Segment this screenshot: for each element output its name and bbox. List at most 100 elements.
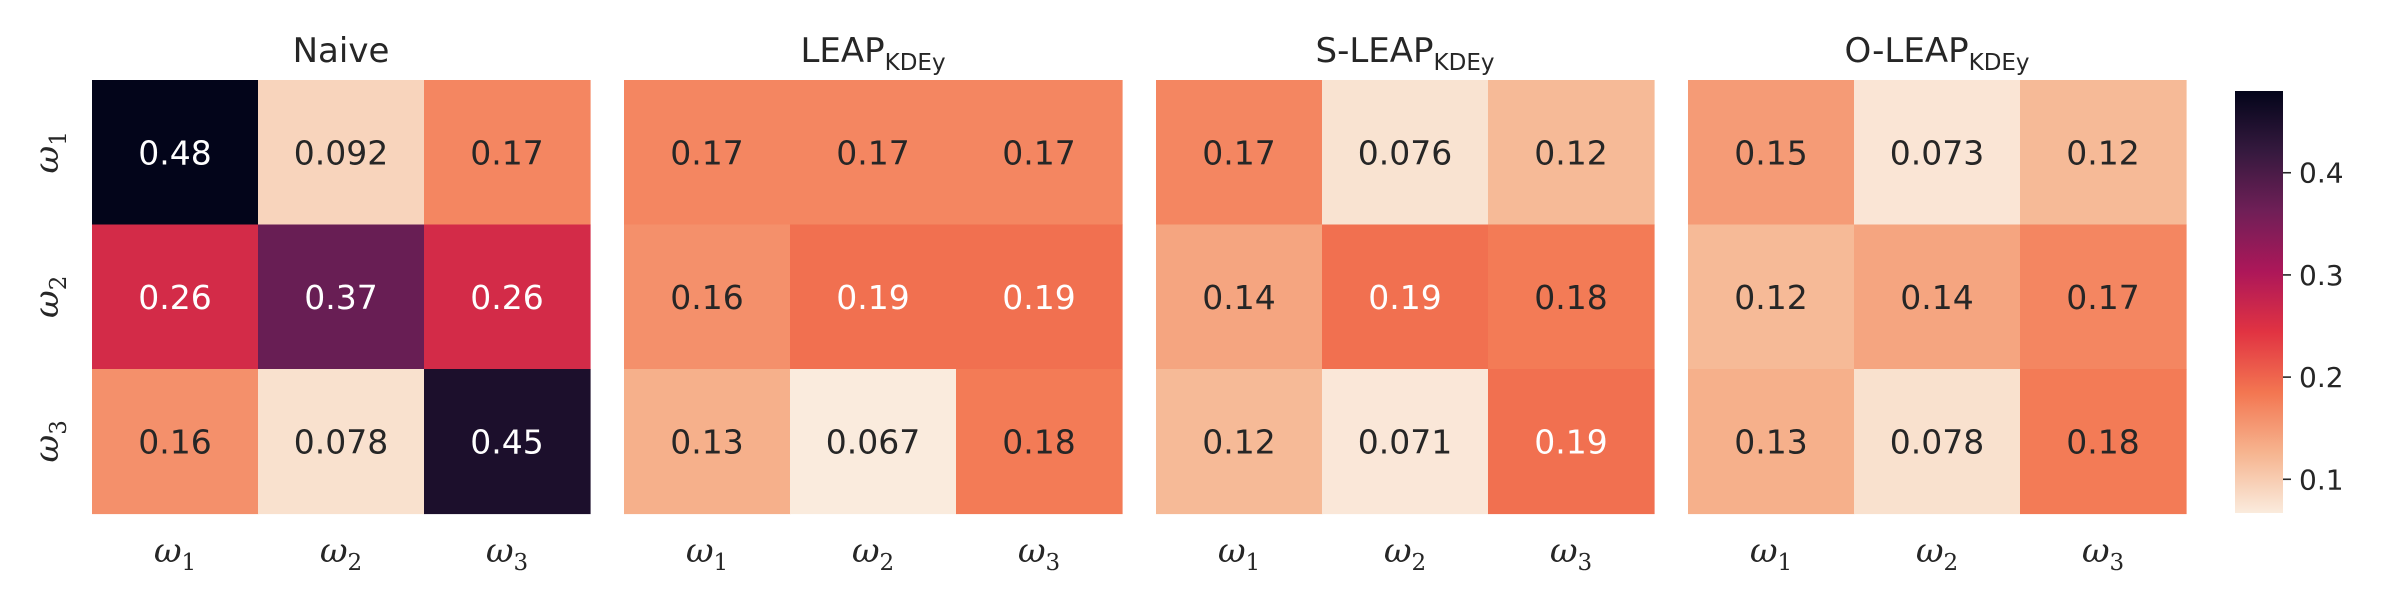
y-tick-label: ω1 (27, 131, 72, 173)
panel-title: O-LEAPKDEy (1844, 31, 2029, 76)
cell-value-label: 0.48 (138, 133, 211, 172)
cell-value-label: 0.19 (1534, 422, 1607, 461)
cell-value-label: 0.076 (1358, 133, 1452, 172)
cell-value-label: 0.16 (138, 422, 211, 461)
colorbar-tick-label: 0.4 (2299, 157, 2344, 190)
heatmap-cell (1854, 224, 2021, 370)
heatmap-cell (1156, 369, 1323, 515)
heatmap-cell (2020, 369, 2187, 515)
cell-value-label: 0.17 (670, 133, 743, 172)
cell-value-label: 0.14 (1202, 278, 1275, 317)
heatmap-cell (258, 224, 425, 370)
cell-value-label: 0.092 (294, 133, 388, 172)
cell-value-label: 0.14 (1900, 278, 1973, 317)
heatmap-cell (92, 369, 259, 515)
heatmap-cell (1156, 80, 1323, 226)
panel-title: LEAPKDEy (800, 31, 945, 76)
x-tick-label: ω1 (686, 531, 728, 576)
cell-value-label: 0.18 (1534, 278, 1607, 317)
heatmap-cell (956, 224, 1123, 370)
heatmap-panel: Naive 0.48 0.092 0.17 0.26 0.37 0.26 0.16 0.078 0… (27, 31, 591, 576)
x-tick-label: ω2 (320, 531, 362, 576)
cell-value-label: 0.17 (1002, 133, 1075, 172)
heatmap-cell (1488, 224, 1655, 370)
colorbar-tick-label: 0.2 (2299, 361, 2344, 394)
cell-value-label: 0.18 (2066, 422, 2139, 461)
colorbar-tick-label: 0.3 (2299, 259, 2344, 292)
heatmap-cell (790, 369, 957, 515)
heatmap-cell (624, 224, 791, 370)
heatmap-cell (1688, 369, 1855, 515)
cell-value-label: 0.19 (1368, 278, 1441, 317)
x-tick-label: ω2 (1384, 531, 1426, 576)
heatmap-panels: Naive 0.48 0.092 0.17 0.26 0.37 0.26 0.16 0.078 0… (27, 31, 2187, 576)
x-tick-label: ω1 (1750, 531, 1792, 576)
heatmap-cell (790, 224, 957, 370)
x-tick-label: ω2 (1916, 531, 1958, 576)
cell-value-label: 0.067 (826, 422, 920, 461)
heatmap-cell (624, 80, 791, 226)
cell-value-label: 0.078 (1890, 422, 1984, 461)
colorbar-tick-label: 0.1 (2299, 463, 2344, 496)
cell-value-label: 0.17 (2066, 278, 2139, 317)
cell-value-label: 0.18 (1002, 422, 1075, 461)
heatmap-cell (92, 224, 259, 370)
heatmap-cell (1322, 224, 1489, 370)
cell-value-label: 0.26 (470, 278, 543, 317)
x-tick-label: ω3 (1550, 531, 1592, 576)
heatmap-cell (424, 369, 591, 515)
x-tick-label: ω1 (154, 531, 196, 576)
heatmap-cell (258, 369, 425, 515)
panel-title: S-LEAPKDEy (1316, 31, 1495, 76)
heatmap-cell (1688, 80, 1855, 226)
heatmap-cell (1322, 80, 1489, 226)
cell-value-label: 0.073 (1890, 133, 1984, 172)
heatmap-cell (1488, 369, 1655, 515)
y-tick-label: ω3 (27, 420, 72, 462)
cell-value-label: 0.078 (294, 422, 388, 461)
heatmap-cell (92, 80, 259, 226)
heatmap-cell (956, 80, 1123, 226)
cell-value-label: 0.17 (836, 133, 909, 172)
cell-value-label: 0.15 (1734, 133, 1807, 172)
heatmap-panel: LEAPKDEy 0.17 0.17 0.17 0.16 0.19 0.19 0.13 0.06… (624, 31, 1123, 576)
heatmap-cell (1322, 369, 1489, 515)
heatmap-cell (1688, 224, 1855, 370)
x-tick-label: ω3 (1018, 531, 1060, 576)
colorbar: 0.1 0.2 0.3 0.4 (2235, 91, 2344, 513)
heatmap-cell (424, 80, 591, 226)
cell-value-label: 0.19 (1002, 278, 1075, 317)
cell-value-label: 0.26 (138, 278, 211, 317)
x-tick-label: ω3 (2082, 531, 2124, 576)
y-tick-label: ω2 (27, 276, 72, 318)
x-tick-label: ω2 (852, 531, 894, 576)
x-tick-label: ω1 (1218, 531, 1260, 576)
cell-value-label: 0.12 (1534, 133, 1607, 172)
heatmap-cell (1854, 369, 2021, 515)
heatmap-cell (2020, 80, 2187, 226)
heatmap-cell (790, 80, 957, 226)
cell-value-label: 0.16 (670, 278, 743, 317)
cell-value-label: 0.45 (470, 422, 543, 461)
heatmap-panel: O-LEAPKDEy 0.15 0.073 0.12 0.12 0.14 0.17 0.13 0… (1688, 31, 2187, 576)
cell-value-label: 0.13 (670, 422, 743, 461)
heatmap-cell (624, 369, 791, 515)
heatmap-cell (956, 369, 1123, 515)
cell-value-label: 0.12 (2066, 133, 2139, 172)
cell-value-label: 0.17 (1202, 133, 1275, 172)
heatmap-cell (1488, 80, 1655, 226)
panel-title: Naive (293, 31, 390, 71)
cell-value-label: 0.13 (1734, 422, 1807, 461)
cell-value-label: 0.071 (1358, 422, 1452, 461)
x-tick-label: ω3 (486, 531, 528, 576)
heatmap-cell (1156, 224, 1323, 370)
cell-value-label: 0.12 (1734, 278, 1807, 317)
heatmap-cell (1854, 80, 2021, 226)
colorbar-gradient (2235, 91, 2283, 513)
cell-value-label: 0.37 (304, 278, 377, 317)
heatmap-cell (424, 224, 591, 370)
heatmap-cell (2020, 224, 2187, 370)
cell-value-label: 0.12 (1202, 422, 1275, 461)
heatmap-cell (258, 80, 425, 226)
